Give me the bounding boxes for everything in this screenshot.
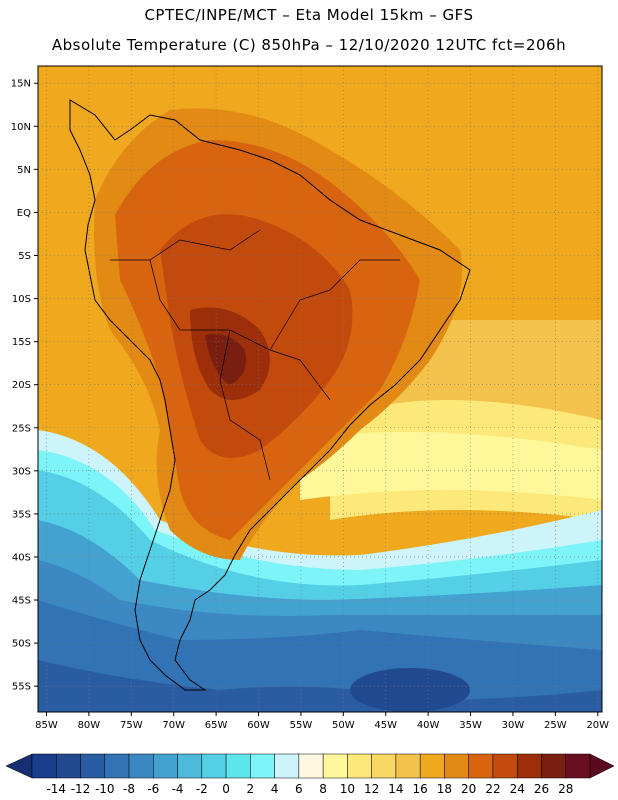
country-borders bbox=[110, 229, 400, 481]
colorbar-swatch bbox=[298, 753, 324, 779]
colorbar-label: 28 bbox=[558, 782, 573, 796]
colorbar-label: -10 bbox=[95, 782, 115, 796]
colorbar-swatch bbox=[56, 753, 81, 779]
colorbar-swatch bbox=[371, 753, 397, 779]
colorbar-label: -8 bbox=[123, 782, 135, 796]
latitude-label: EQ bbox=[17, 208, 31, 219]
coastline bbox=[69, 99, 471, 691]
latitude-label: 45S bbox=[12, 596, 31, 607]
latitude-label: 5S bbox=[18, 251, 31, 262]
colorbar-swatch bbox=[444, 753, 469, 779]
colorbar-swatch bbox=[104, 753, 130, 779]
latitude-label: 15N bbox=[11, 79, 31, 90]
latitude-label: 50S bbox=[12, 639, 31, 650]
colorbar-swatch bbox=[225, 753, 251, 779]
longitude-label: 85W bbox=[35, 720, 58, 731]
cold-core bbox=[350, 668, 470, 712]
longitude-label: 20W bbox=[586, 720, 609, 731]
longitude-label: 80W bbox=[78, 720, 101, 731]
longitude-label: 45W bbox=[374, 720, 397, 731]
colorbar-label: 14 bbox=[388, 782, 403, 796]
temperature-field bbox=[38, 66, 602, 712]
colorbar-label: -4 bbox=[172, 782, 184, 796]
colorbar-label: -2 bbox=[196, 782, 208, 796]
colorbar-label: 16 bbox=[413, 782, 428, 796]
colorbar-swatch bbox=[468, 753, 494, 779]
latitude-label: 5N bbox=[17, 165, 31, 176]
map-title-line1: CPTEC/INPE/MCT – Eta Model 15km – GFS bbox=[144, 6, 474, 24]
atlantic-yellow-band bbox=[300, 432, 602, 500]
longitude-label: 60W bbox=[247, 720, 270, 731]
latitude-label: 15S bbox=[12, 337, 31, 348]
latitude-label: 30S bbox=[12, 466, 31, 477]
colorbar-label: 20 bbox=[461, 782, 476, 796]
latitude-label: 55S bbox=[12, 682, 31, 693]
longitude-label: 70W bbox=[162, 720, 185, 731]
colorbar-label: 0 bbox=[222, 782, 230, 796]
colorbar-left-arrow bbox=[5, 753, 33, 779]
colorbar-label: -14 bbox=[46, 782, 66, 796]
colorbar-label: -6 bbox=[147, 782, 159, 796]
colorbar-swatch bbox=[541, 753, 566, 779]
colorbar-swatch bbox=[177, 753, 203, 779]
latitude-label: 20S bbox=[12, 380, 31, 391]
colorbar-swatch bbox=[274, 753, 300, 779]
latitude-label: 35S bbox=[12, 509, 31, 520]
colorbar-label: 4 bbox=[271, 782, 279, 796]
latitude-label: 25S bbox=[12, 423, 31, 434]
colorbar-label: 8 bbox=[319, 782, 327, 796]
colorbar-right-arrow bbox=[589, 753, 615, 779]
latitude-label: 10S bbox=[12, 294, 31, 305]
colorbar-swatch bbox=[395, 753, 421, 779]
temperature-colorbar: -14 -12 -10 -8 -6 -4 -2 0 2 4 6 8 10 12 14 16 18 20 22 24 26… bbox=[5, 753, 615, 796]
colorbar-label: 10 bbox=[340, 782, 355, 796]
colorbar-swatch bbox=[419, 753, 445, 779]
longitude-label: 35W bbox=[459, 720, 482, 731]
continent-hottest-core bbox=[205, 334, 246, 385]
colorbar-label: 18 bbox=[437, 782, 452, 796]
longitude-label: 25W bbox=[544, 720, 567, 731]
colorbar-swatch bbox=[250, 753, 275, 779]
colorbar-swatch bbox=[492, 753, 518, 779]
colorbar-label: 12 bbox=[364, 782, 379, 796]
colorbar-swatch bbox=[516, 753, 542, 779]
colorbar-swatch bbox=[31, 753, 57, 779]
colorbar-label: 24 bbox=[510, 782, 525, 796]
longitude-axis: 85W 80W 75W 70W 65W 60W 55W 50W 45W 40W 35W 30W 25W 2… bbox=[35, 712, 609, 731]
colorbar-swatch bbox=[153, 753, 178, 779]
latitude-label: 40S bbox=[12, 552, 31, 563]
longitude-label: 40W bbox=[417, 720, 440, 731]
colorbar-label: 6 bbox=[295, 782, 303, 796]
colorbar-swatch bbox=[128, 753, 154, 779]
longitude-label: 50W bbox=[332, 720, 355, 731]
map-frame bbox=[37, 65, 603, 713]
colorbar-swatch bbox=[80, 753, 106, 779]
cold-band-darkest-blue bbox=[38, 660, 602, 712]
colorbar-label: 26 bbox=[534, 782, 549, 796]
longitude-label: 55W bbox=[290, 720, 313, 731]
colorbar-swatch bbox=[322, 753, 348, 779]
colorbar-label: 2 bbox=[247, 782, 255, 796]
longitude-label: 30W bbox=[502, 720, 525, 731]
longitude-label: 75W bbox=[120, 720, 143, 731]
map-title-line2: Absolute Temperature (C) 850hPa – 12/10/… bbox=[51, 36, 567, 54]
latitude-label: 10N bbox=[11, 122, 31, 133]
colorbar-swatch bbox=[565, 753, 591, 779]
colorbar-swatch bbox=[347, 753, 372, 779]
colorbar-label: -12 bbox=[71, 782, 91, 796]
longitude-label: 65W bbox=[205, 720, 228, 731]
colorbar-swatch bbox=[201, 753, 227, 779]
latitude-axis: 15N 10N 5N EQ 5S 10S 15S 20S 25S 30S 35S 40S 45S 50S 5… bbox=[11, 79, 38, 693]
colorbar-label: 22 bbox=[485, 782, 500, 796]
